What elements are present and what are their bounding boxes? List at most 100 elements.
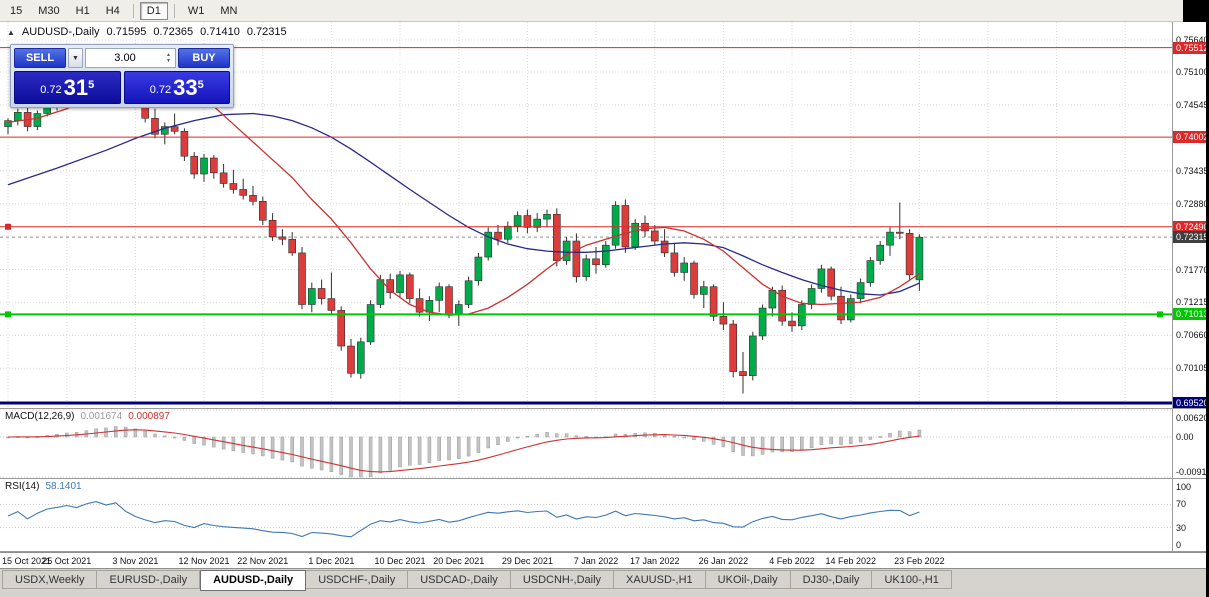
stepper-up-icon[interactable]: ▲ bbox=[166, 51, 171, 58]
buy-button[interactable]: BUY bbox=[178, 48, 230, 68]
rsi-label: RSI(14) 58.1401 bbox=[5, 481, 82, 492]
ohlc-low: 0.71410 bbox=[200, 26, 240, 38]
date-label: 15 Oct 2021 bbox=[2, 556, 52, 566]
level-price-tag: 0.69520 bbox=[1173, 396, 1209, 409]
rsi-value: 58.1401 bbox=[45, 481, 82, 492]
chart-tab-audusd-daily[interactable]: AUDUSD-,Daily bbox=[200, 570, 307, 591]
macd-axis[interactable]: 0.00620 0.00 -0.00919 bbox=[1173, 409, 1209, 478]
price-tick-label: 0.70105 bbox=[1176, 363, 1209, 374]
date-label: 3 Nov 2021 bbox=[112, 556, 159, 566]
buy-price-big: 33 bbox=[173, 75, 198, 100]
date-label: 4 Feb 2022 bbox=[769, 556, 815, 566]
panel-divider bbox=[0, 551, 1209, 552]
macd-tick-label: 0.00 bbox=[1176, 432, 1194, 442]
chart-tab-dj30-daily[interactable]: DJ30-,Daily bbox=[790, 570, 873, 589]
price-tick-label: 0.75100 bbox=[1176, 66, 1209, 77]
volume-field[interactable]: 3.00 ▲ ▼ bbox=[85, 48, 176, 68]
level-price-tag: 0.75512 bbox=[1173, 41, 1209, 54]
volume-value: 3.00 bbox=[114, 52, 136, 64]
date-label: 1 Dec 2021 bbox=[308, 556, 355, 566]
sell-price-display[interactable]: 0.72 31 5 bbox=[14, 71, 121, 104]
rsi-tick-label: 30 bbox=[1176, 522, 1187, 533]
date-label: 7 Jan 2022 bbox=[573, 556, 619, 566]
rsi-tick-label: 100 bbox=[1176, 482, 1192, 492]
price-tick-label: 0.72880 bbox=[1176, 198, 1209, 209]
price-tick-label: 0.71215 bbox=[1176, 297, 1209, 308]
date-label: 14 Feb 2022 bbox=[825, 556, 877, 566]
price-tick-label: 0.75640 bbox=[1176, 34, 1209, 45]
ohlc-high: 0.72365 bbox=[153, 26, 194, 38]
window-corner bbox=[1183, 0, 1209, 22]
level-price-tag: 0.74002 bbox=[1173, 131, 1209, 144]
panel-divider[interactable] bbox=[0, 408, 1209, 409]
chart-tab-xauusd-h1[interactable]: XAUUSD-,H1 bbox=[614, 570, 706, 589]
rsi-name: RSI(14) bbox=[5, 481, 40, 492]
volume-stepper[interactable]: ▲ ▼ bbox=[164, 51, 175, 64]
panel-divider[interactable] bbox=[0, 478, 1209, 479]
timeframe-toolbar: 15 M30 H1 H4 D1 W1 MN bbox=[0, 0, 1183, 22]
ohlc-close: 0.72315 bbox=[246, 26, 287, 38]
macd-signal-value: 0.000897 bbox=[128, 411, 170, 422]
timeframe-button-15[interactable]: 15 bbox=[3, 2, 29, 20]
axis-separator bbox=[1172, 22, 1173, 551]
date-label: 29 Dec 2021 bbox=[501, 556, 553, 566]
price-chart-canvas[interactable] bbox=[0, 22, 1172, 408]
buy-price-display[interactable]: 0.72 33 5 bbox=[123, 71, 230, 104]
chart-tab-usdcnh-daily[interactable]: USDCNH-,Daily bbox=[510, 570, 615, 589]
date-label: 22 Nov 2021 bbox=[237, 556, 289, 566]
timeframe-button-mn[interactable]: MN bbox=[213, 2, 244, 20]
macd-canvas[interactable] bbox=[0, 409, 1172, 478]
chart-tab-usdcad-daily[interactable]: USDCAD-,Daily bbox=[408, 570, 511, 589]
chart-tab-usdchf-daily[interactable]: USDCHF-,Daily bbox=[306, 570, 409, 589]
date-label: 20 Dec 2021 bbox=[433, 556, 485, 566]
rsi-tick-label: 70 bbox=[1176, 499, 1187, 510]
window-edge bbox=[1206, 0, 1209, 597]
chart-symbol-label: AUDUSD-,Daily bbox=[21, 26, 100, 38]
price-chart-area[interactable]: ▲ AUDUSD-,Daily 0.71595 0.72365 0.71410 … bbox=[0, 22, 1172, 408]
timeframe-button-m30[interactable]: M30 bbox=[31, 2, 66, 20]
timeframe-button-w1[interactable]: W1 bbox=[181, 2, 212, 20]
buy-price-prefix: 0.72 bbox=[149, 84, 172, 96]
chart-tab-usdx-weekly[interactable]: USDX,Weekly bbox=[2, 570, 98, 589]
price-tick-label: 0.70660 bbox=[1176, 330, 1209, 341]
chart-tab-eurusd-daily[interactable]: EURUSD-,Daily bbox=[97, 570, 201, 589]
level-price-tag: 0.72490 bbox=[1173, 220, 1209, 233]
toolbar-separator bbox=[132, 3, 134, 18]
price-tick-label: 0.74545 bbox=[1176, 99, 1209, 110]
sell-price-sup: 5 bbox=[88, 79, 95, 91]
sell-price-prefix: 0.72 bbox=[40, 84, 62, 96]
chart-tab-bar: USDX,Weekly EURUSD-,Daily AUDUSD-,Daily USD… bbox=[0, 568, 1209, 597]
timeframe-button-d1[interactable]: D1 bbox=[139, 1, 168, 20]
price-tick-label: 0.71770 bbox=[1176, 264, 1209, 275]
macd-tick-label: -0.00919 bbox=[1176, 467, 1209, 477]
volume-dropdown-button[interactable]: ▼ bbox=[68, 48, 83, 68]
price-axis[interactable]: 0.75640 0.75100 0.74545 0.73435 0.72880 0.717… bbox=[1173, 22, 1209, 409]
date-label: 26 Jan 2022 bbox=[698, 556, 749, 566]
current-price-tag: 0.72315 bbox=[1173, 231, 1209, 244]
rsi-tick-label: 0 bbox=[1176, 540, 1182, 550]
ohlc-open: 0.71595 bbox=[106, 26, 147, 38]
chart-ohlc-header: ▲ AUDUSD-,Daily 0.71595 0.72365 0.71410 … bbox=[7, 26, 287, 38]
date-label: 25 Oct 2021 bbox=[42, 556, 92, 566]
level-price-tag: 0.71013 bbox=[1173, 308, 1209, 321]
date-label: 12 Nov 2021 bbox=[178, 556, 230, 566]
date-axis[interactable]: 15 Oct 2021 25 Oct 2021 3 Nov 2021 12 Nov 2… bbox=[0, 552, 1209, 568]
sell-price-big: 31 bbox=[63, 75, 89, 100]
collapse-icon[interactable]: ▲ bbox=[7, 27, 15, 37]
macd-panel[interactable]: MACD(12,26,9) 0.001674 0.000897 bbox=[0, 409, 1172, 478]
toolbar-separator bbox=[173, 3, 175, 18]
stepper-down-icon[interactable]: ▼ bbox=[166, 57, 171, 64]
macd-label: MACD(12,26,9) 0.001674 0.000897 bbox=[5, 411, 170, 422]
sell-button[interactable]: SELL bbox=[14, 48, 66, 68]
rsi-canvas[interactable] bbox=[0, 479, 1172, 551]
rsi-panel[interactable]: RSI(14) 58.1401 bbox=[0, 479, 1172, 551]
timeframe-button-h1[interactable]: H1 bbox=[69, 2, 97, 20]
chart-tab-uk100-h1[interactable]: UK100-,H1 bbox=[872, 570, 952, 589]
macd-tick-label: 0.00620 bbox=[1176, 413, 1209, 423]
chevron-down-icon: ▼ bbox=[72, 54, 79, 62]
rsi-axis[interactable]: 100 70 30 0 bbox=[1173, 479, 1209, 551]
timeframe-button-h4[interactable]: H4 bbox=[99, 2, 127, 20]
macd-name: MACD(12,26,9) bbox=[5, 411, 75, 422]
chart-tab-ukoil-daily[interactable]: UKOil-,Daily bbox=[705, 570, 791, 589]
